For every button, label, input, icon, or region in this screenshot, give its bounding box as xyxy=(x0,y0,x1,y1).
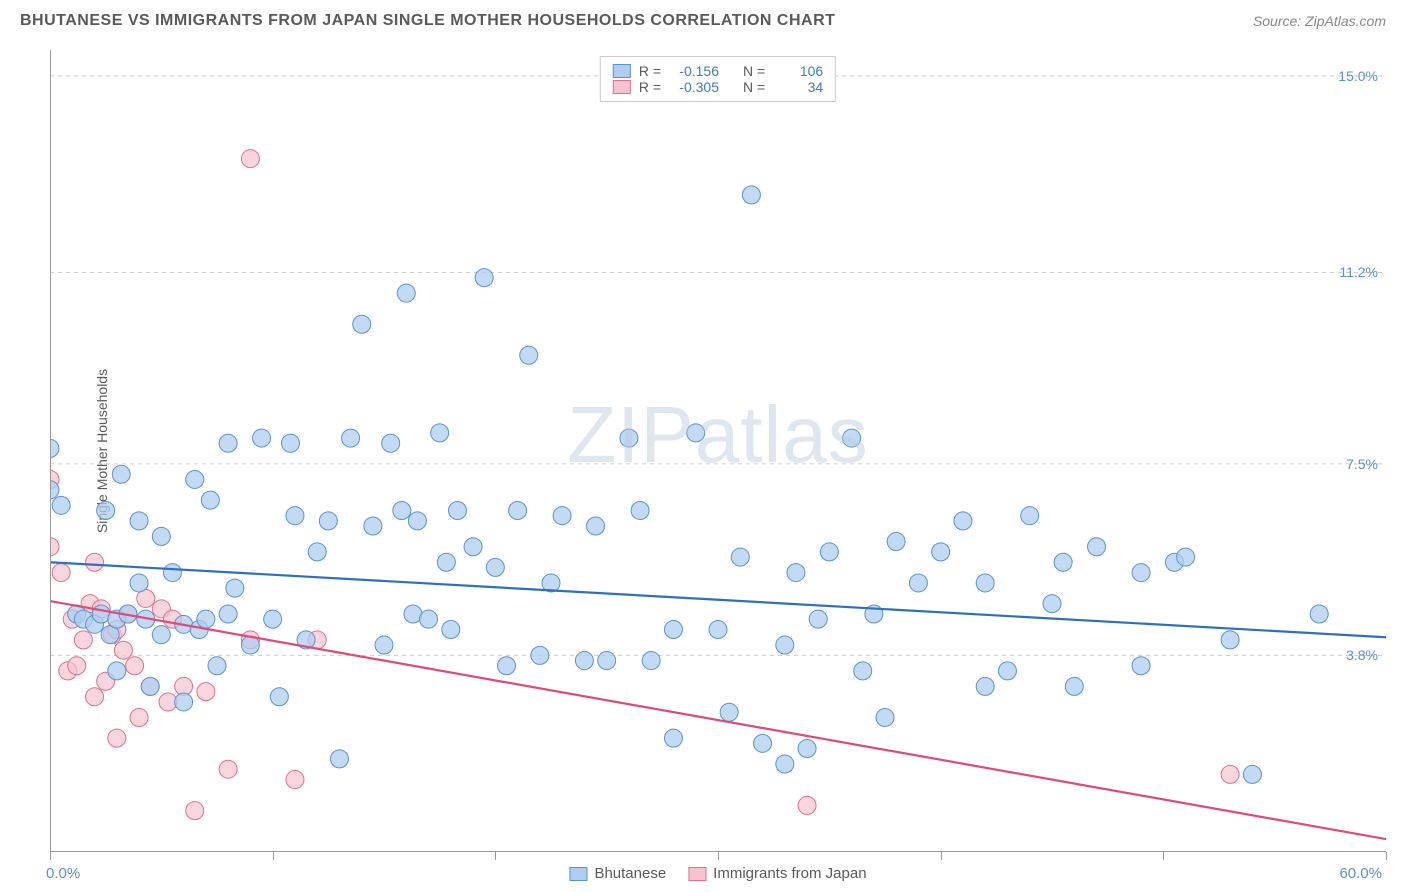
y-tick-label: 11.2% xyxy=(1339,264,1378,280)
y-axis-line xyxy=(50,50,51,852)
n-label: N = xyxy=(743,63,765,79)
x-tick xyxy=(495,852,496,860)
legend-stats-row-1: R = -0.305 N = 34 xyxy=(613,79,823,95)
n-label: N = xyxy=(743,79,765,95)
x-tick xyxy=(1386,852,1387,860)
legend-stats-row-0: R = -0.156 N = 106 xyxy=(613,63,823,79)
swatch-series-1 xyxy=(688,867,706,881)
n-value-1: 34 xyxy=(773,79,823,95)
y-tick-label: 7.5% xyxy=(1346,456,1378,472)
swatch-series-0 xyxy=(569,867,587,881)
x-tick xyxy=(273,852,274,860)
legend-item-0: Bhutanese xyxy=(569,865,666,882)
source-prefix: Source: xyxy=(1253,13,1305,29)
legend-series: Bhutanese Immigrants from Japan xyxy=(569,865,866,882)
x-min-label: 0.0% xyxy=(46,865,80,882)
x-tick xyxy=(718,852,719,860)
legend-label-0: Bhutanese xyxy=(594,865,666,882)
r-label: R = xyxy=(639,63,661,79)
chart-container: Single Mother Households ZIPatlas R = -0… xyxy=(50,50,1386,852)
r-value-1: -0.305 xyxy=(669,79,719,95)
x-max-label: 60.0% xyxy=(1339,865,1382,882)
n-value-0: 106 xyxy=(773,63,823,79)
legend-stats: R = -0.156 N = 106 R = -0.305 N = 34 xyxy=(600,56,836,102)
r-label: R = xyxy=(639,79,661,95)
chart-title: BHUTANESE VS IMMIGRANTS FROM JAPAN SINGL… xyxy=(20,12,835,30)
source-attribution: Source: ZipAtlas.com xyxy=(1253,13,1386,29)
y-tick-label: 3.8% xyxy=(1346,647,1378,663)
y-tick-label: 15.0% xyxy=(1338,68,1378,84)
r-value-0: -0.156 xyxy=(669,63,719,79)
x-tick xyxy=(941,852,942,860)
x-tick xyxy=(1163,852,1164,860)
source-name: ZipAtlas.com xyxy=(1305,13,1386,29)
legend-label-1: Immigrants from Japan xyxy=(713,865,866,882)
chart-header: BHUTANESE VS IMMIGRANTS FROM JAPAN SINGL… xyxy=(0,0,1406,38)
legend-item-1: Immigrants from Japan xyxy=(688,865,866,882)
x-tick xyxy=(50,852,51,860)
scatter-plot xyxy=(50,50,1386,852)
swatch-series-0 xyxy=(613,64,631,78)
swatch-series-1 xyxy=(613,80,631,94)
